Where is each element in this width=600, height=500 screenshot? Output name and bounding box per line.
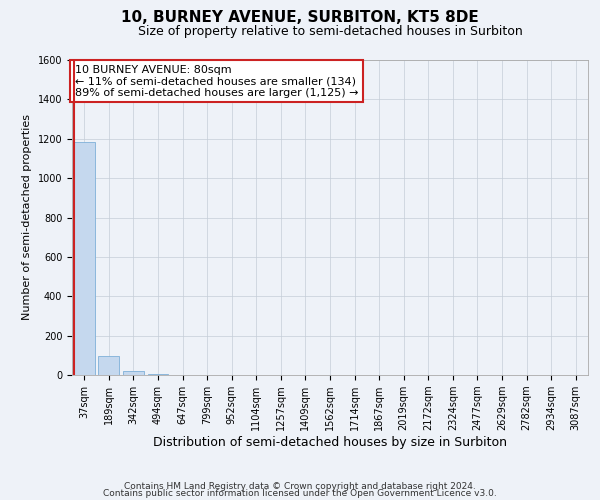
Bar (123, 371, 144, 375)
Bar (98, 356, 119, 375)
X-axis label: Distribution of semi-detached houses by size in Surbiton: Distribution of semi-detached houses by … (153, 436, 507, 449)
Y-axis label: Number of semi-detached properties: Number of semi-detached properties (22, 114, 32, 320)
Text: Contains HM Land Registry data © Crown copyright and database right 2024.: Contains HM Land Registry data © Crown c… (124, 482, 476, 491)
Bar (148, 374, 169, 375)
Text: 10, BURNEY AVENUE, SURBITON, KT5 8DE: 10, BURNEY AVENUE, SURBITON, KT5 8DE (121, 10, 479, 25)
Title: Size of property relative to semi-detached houses in Surbiton: Size of property relative to semi-detach… (137, 25, 523, 38)
Text: 10 BURNEY AVENUE: 80sqm
← 11% of semi-detached houses are smaller (134)
89% of s: 10 BURNEY AVENUE: 80sqm ← 11% of semi-de… (74, 64, 358, 98)
Bar (74, 142, 95, 375)
Text: Contains public sector information licensed under the Open Government Licence v3: Contains public sector information licen… (103, 490, 497, 498)
